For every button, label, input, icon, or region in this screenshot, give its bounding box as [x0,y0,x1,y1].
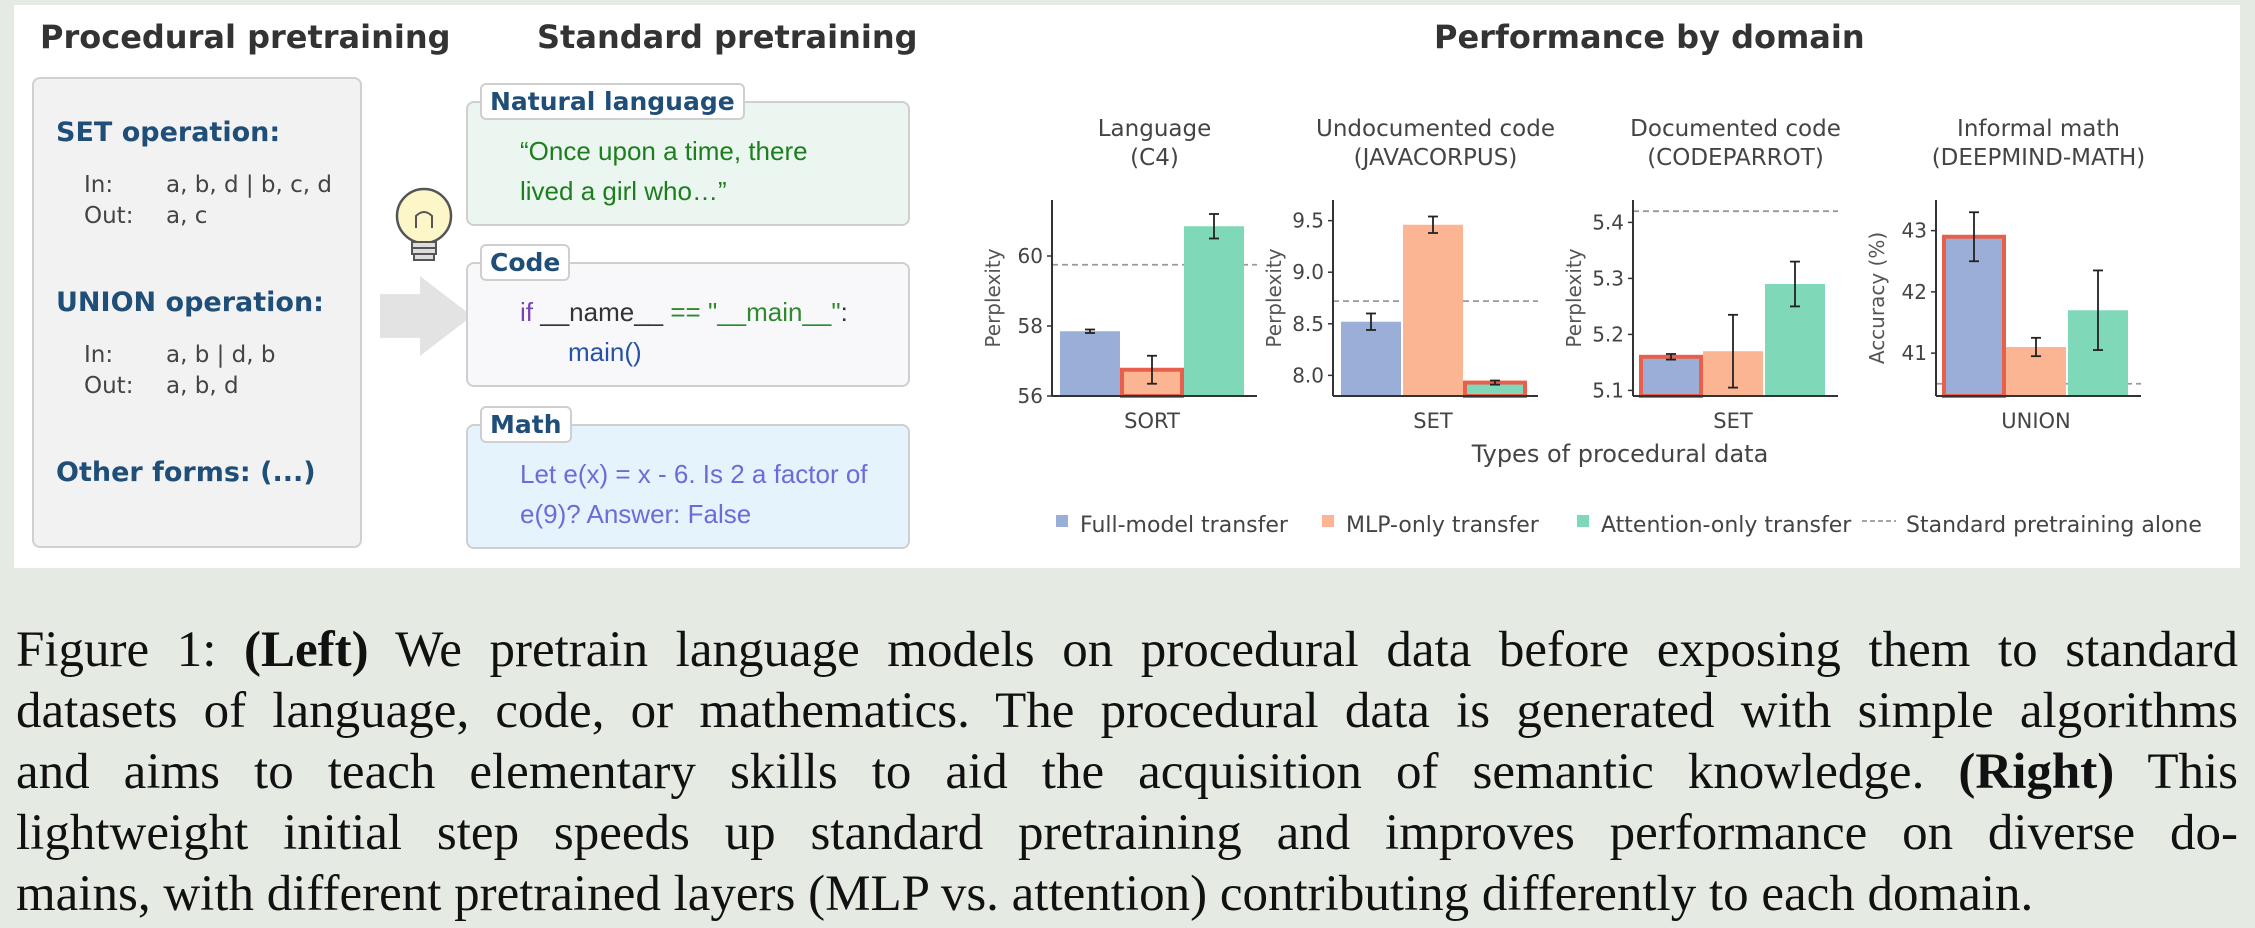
chart-title-line2: (DEEPMIND-MATH) [1932,145,2146,171]
y-tick-label-2: 8.5 [1292,312,1324,336]
y-tick-label-4: 5.4 [1592,210,1624,234]
y-axis-label: Accuracy (%) [1865,232,1889,364]
natural-language-line1: “Once upon a time, there [520,136,808,166]
caption-line1-text: We pretrain language models on procedura… [368,622,2239,678]
bar-1 [1942,234,2006,398]
lightbulb-icon [395,187,453,261]
legend-label-2: MLP-only transfer [1346,513,1540,538]
chart-title-line2: (C4) [1130,145,1179,171]
chart-title-line1: Informal math [1957,116,2120,142]
code-keyword: if [520,297,533,327]
set-operation-title: SET operation: [56,117,281,148]
chart-title-line2: (CODEPARROT) [1647,145,1824,171]
y-tick-label-2: 42 [1902,280,1927,304]
legend-swatch-3 [1577,515,1589,527]
legend-label-1: Full-model transfer [1080,513,1289,538]
chart-title-line1: Language [1098,116,1212,142]
other-forms-label: Other forms: (...) [56,457,316,488]
y-tick-label-3: 43 [1902,219,1927,243]
chart-title-line1: Documented code [1630,116,1841,142]
code-line1: if __name__ == "__main__": [520,297,848,328]
natural-language-line2: lived a girl who…” [520,176,727,206]
x-axis-title: Types of procedural data [1471,440,1769,468]
natural-language-tag: Natural language [480,83,745,120]
y-tick-label-1: 41 [1902,341,1927,365]
legend-label-baseline: Standard pretraining alone [1906,513,2202,538]
code-line2: main() [568,337,642,367]
caption-line3-text: and aims to teach elementary skills to a… [16,744,1925,800]
chart-legend: Full-model transfer MLP-only transfer Atte… [1056,513,2202,538]
y-tick-label-4: 9.5 [1292,209,1324,233]
y-tick-label-2: 5.2 [1592,322,1624,346]
y-tick-label-1: 56 [1018,384,1043,408]
caption-line-1: Figure 1: (Left) We pretrain language mo… [16,620,2238,681]
math-box: Math Let e(x) = x - 6. Is 2 a factor of … [466,406,910,549]
y-tick-label-3: 60 [1018,244,1043,268]
standard-header: Standard pretraining [537,18,918,56]
procedural-examples-box: SET operation: In: a, b, d | b, c, d Out… [32,77,362,548]
procedural-header: Procedural pretraining [40,18,451,56]
lightbulb-arrow-graphic [380,187,472,356]
performance-charts: Language (C4) 56 58 60 Perplexity SORT Undocume… [981,116,2202,538]
union-in-value: a, b | d, b [166,342,276,368]
chart-2: Undocumented code (JAVACORPUS) 8.0 8.5 9.0 9.… [1262,116,1555,433]
math-line2: e(9)? Answer: False [520,499,752,529]
figure-panel [14,5,2240,568]
caption-line-2: datasets of language, code, or mathemati… [16,683,2238,739]
chart-3: Documented code (CODEPARROT) 5.1 5.2 5.3 5.4P… [1562,116,1841,433]
x-category-label: UNION [2001,409,2071,433]
x-category-label: SORT [1124,409,1180,433]
legend-swatch-1 [1056,515,1068,527]
caption-right-tag: (Right) [1958,744,2115,800]
y-tick-label-1: 8.0 [1292,363,1324,387]
set-in-label: In: [84,172,114,198]
union-out-value: a, b, d [166,373,239,399]
figure-caption: Figure 1: (Left) We pretrain language mo… [16,620,2238,925]
chart-1: Language (C4) 56 58 60 Perplexity SORT [981,116,1257,433]
math-tag: Math [480,406,572,443]
y-tick-label-2: 58 [1018,314,1043,338]
performance-header: Performance by domain [1434,18,1865,56]
chart-title-line1: Undocumented code [1316,116,1555,142]
y-tick-label-3: 5.3 [1592,266,1624,290]
union-out-label: Out: [84,373,134,399]
natural-language-box: Natural language “Once upon a time, ther… [466,83,910,226]
code-colon: : [840,297,848,327]
chart-title-line2: (JAVACORPUS) [1354,145,1518,171]
y-axis-label: Perplexity [1562,248,1586,347]
x-category-label: SET [1413,409,1453,433]
code-tag: Code [480,244,571,281]
right-arrow-icon [380,276,472,356]
y-axis-label: Perplexity [1262,248,1286,347]
legend-label-3: Attention-only transfer [1601,513,1852,538]
set-in-value: a, b, d | b, c, d [166,172,332,198]
caption-line-5: mains, with different pretrained layers … [16,866,2034,922]
union-operation-title: UNION operation: [56,287,324,318]
set-out-label: Out: [84,203,134,229]
math-line1: Let e(x) = x - 6. Is 2 a factor of [520,459,868,489]
code-operator: == [670,297,701,327]
caption-line3-end: This [2147,744,2238,800]
bar-1 [1639,354,1703,398]
bar-1 [1060,331,1120,396]
chart-4: Informal math (DEEPMIND-MATH) 41 42 43 Accura… [1865,116,2145,433]
caption-line-3: and aims to teach elementary skills to a… [16,742,2238,803]
union-in-label: In: [84,342,114,368]
code-string: "__main__" [707,297,841,327]
bar-2 [1403,224,1463,396]
caption-left-tag: (Left) [243,622,369,678]
y-tick-label-3: 9.0 [1292,260,1324,284]
y-axis-label: Perplexity [981,248,1005,347]
set-out-value: a, c [166,203,208,229]
caption-figure-label: Figure 1: [16,622,217,678]
legend-swatch-2 [1322,515,1334,527]
bar-1 [1341,321,1401,396]
code-box: Code if __name__ == "__main__": main() [466,244,910,387]
x-category-label: SET [1713,409,1753,433]
code-name-var: __name__ [540,297,664,327]
y-tick-label-1: 5.1 [1592,378,1624,402]
bar-3 [1184,226,1244,396]
caption-line-4: lightweight initial step speeds up stand… [16,805,2238,861]
